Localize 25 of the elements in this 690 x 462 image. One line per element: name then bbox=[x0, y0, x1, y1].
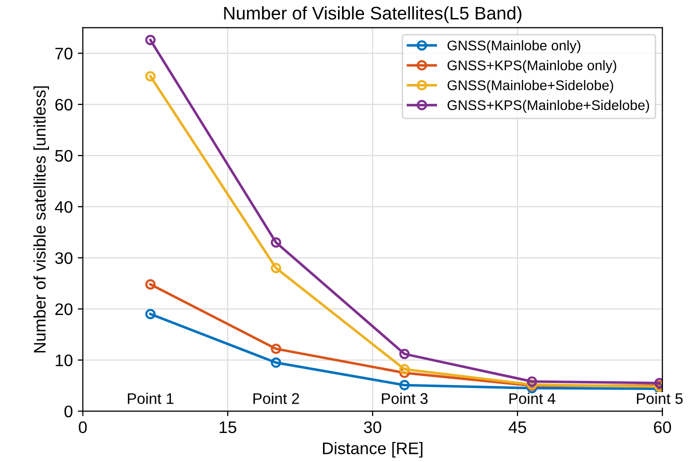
legend-label: GNSS(Mainlobe only) bbox=[448, 40, 580, 54]
y-tick-label: 50 bbox=[55, 150, 72, 162]
y-tick-label: 10 bbox=[56, 354, 72, 366]
legend-label: GNSS(Mainlobe+Sidelobe) bbox=[448, 80, 614, 93]
y-tick-label: 40 bbox=[54, 201, 72, 213]
annotation: Point 1 bbox=[128, 392, 174, 404]
y-tick-label: 0 bbox=[64, 406, 72, 418]
x-tick-label: 60 bbox=[654, 421, 672, 434]
y-tick-label: 30 bbox=[55, 252, 72, 264]
x-tick-label: 0 bbox=[78, 421, 87, 434]
x-tick-label: 30 bbox=[364, 421, 382, 434]
annotation: Point 3 bbox=[382, 392, 428, 404]
legend-label: GNSS+KPS(Mainlobe only) bbox=[448, 60, 616, 74]
annotation: Point 5 bbox=[636, 392, 683, 404]
x-tick-label: 15 bbox=[220, 422, 236, 434]
y-tick-label: 60 bbox=[55, 98, 72, 111]
annotation: Point 4 bbox=[509, 392, 556, 404]
y-axis-title: Number of visible satellites [unitless] bbox=[33, 86, 49, 352]
y-tick-label: 20 bbox=[55, 303, 72, 316]
x-tick-label: 45 bbox=[508, 422, 526, 434]
chart-title: Number of Visible Satellites(L5 Band) bbox=[224, 6, 522, 24]
y-tick-label: 70 bbox=[55, 48, 72, 60]
legend-label: GNSS+KPS(Mainlobe+Sidelobe) bbox=[448, 100, 650, 113]
x-axis-title: Distance [RE] bbox=[323, 442, 422, 458]
annotation: Point 2 bbox=[253, 392, 300, 404]
